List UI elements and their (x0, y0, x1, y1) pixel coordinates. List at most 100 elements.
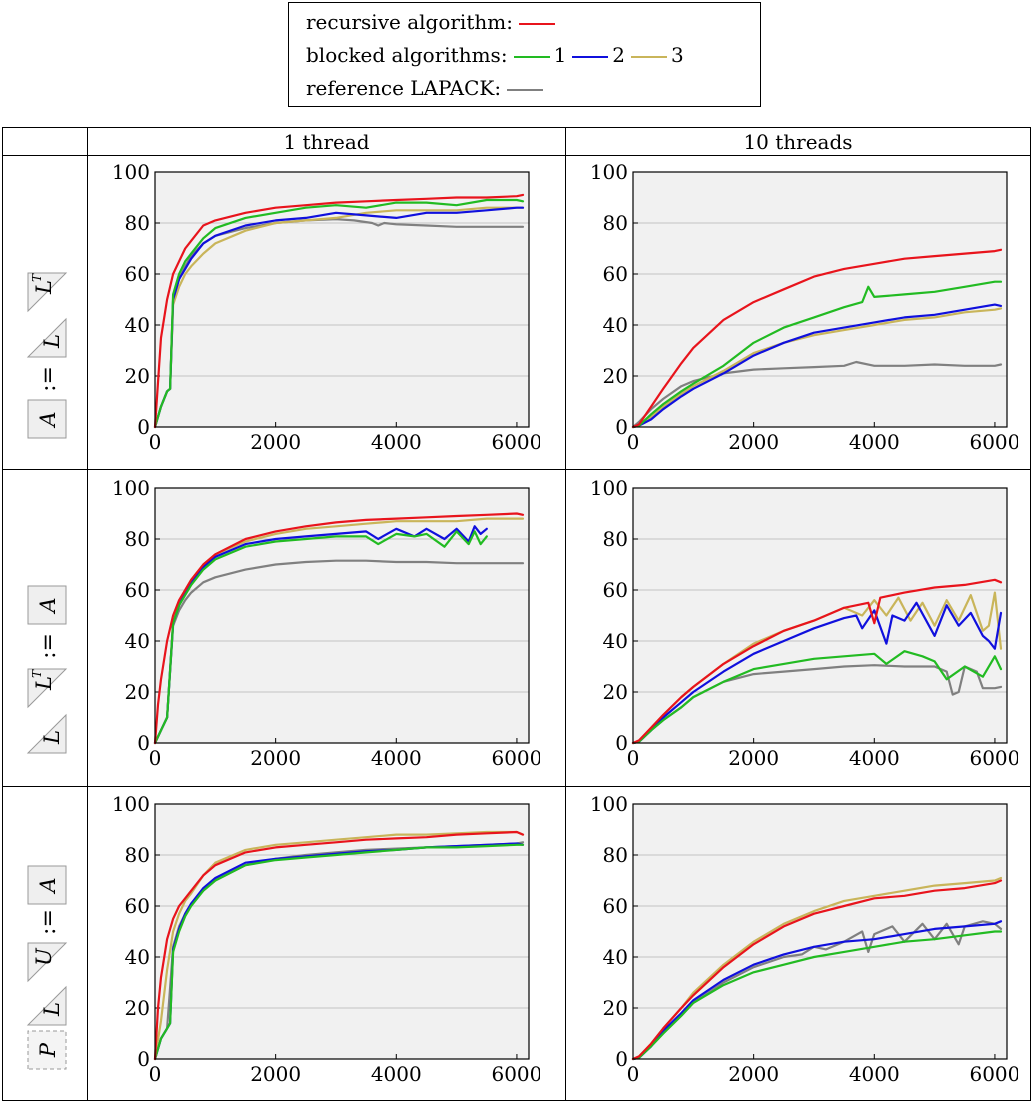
legend-swatch-blocked-1 (513, 55, 550, 58)
chart-row2-10-threads: 0 20 40 60 80 100 0 2000 4000 6000 (590, 476, 1018, 770)
y-tick-label-40: 40 (603, 945, 628, 969)
y-tick-label-0: 0 (615, 1047, 628, 1071)
series-line-recursive (153, 512, 525, 745)
table-divider-row1 (3, 469, 1030, 470)
plot-frame (154, 487, 530, 744)
series-line-blocked-1 (631, 930, 1003, 1061)
x-tick-label-0: 0 (627, 746, 640, 770)
series-line-recursive (631, 248, 1003, 429)
x-tick-label-2000: 2000 (250, 746, 301, 770)
matrix-shape-lower-triangle (26, 317, 67, 358)
series-line-recursive (153, 830, 525, 1061)
y-tick-label-80: 80 (603, 211, 628, 235)
y-tick-label-60: 60 (125, 578, 150, 602)
x-tick-label-4000: 4000 (849, 746, 900, 770)
matrix-shape-upper-triangle (27, 942, 68, 983)
legend-swatch-blocked-3 (631, 55, 668, 58)
chart-row2-1-thread: 0 20 40 60 80 100 0 2000 4000 6000 (112, 476, 540, 770)
y-tick-label-0: 0 (137, 1047, 150, 1071)
plot-area (633, 488, 1007, 743)
table-divider-row2 (3, 786, 1030, 787)
series-line-recursive (631, 879, 1003, 1061)
y-tick-label-60: 60 (125, 262, 150, 286)
legend-row-reference: reference LAPACK: (306, 73, 547, 103)
matrix-box-full (27, 399, 67, 439)
matrix-shape-lower-triangle (26, 713, 67, 754)
x-tick-label-0: 0 (627, 1062, 640, 1086)
series-line-blocked-1 (631, 280, 1003, 429)
x-tick-label-4000: 4000 (849, 1062, 900, 1086)
series-line-blocked-1 (153, 198, 525, 429)
y-tick-label-20: 20 (125, 680, 150, 704)
row3-symbol-U: U (32, 947, 56, 966)
legend-variant-2: 2 (612, 43, 626, 67)
table-divider-label-col (87, 128, 88, 1100)
legend-swatch-blocked-2 (572, 55, 609, 58)
x-tick-label-4000: 4000 (371, 430, 422, 454)
legend-row-recursive: recursive algorithm: (306, 7, 559, 37)
row2-symbol-A: A (36, 597, 60, 614)
y-tick-label-100: 100 (112, 792, 150, 816)
chart-row1-10-threads: 0 20 40 60 80 100 0 2000 4000 6000 (590, 160, 1018, 454)
y-tick-label-80: 80 (125, 527, 150, 551)
plot-area (155, 172, 529, 427)
y-tick-label-100: 100 (590, 160, 628, 184)
legend-swatch-reference (507, 88, 544, 91)
x-tick-label-6000: 6000 (969, 1062, 1018, 1086)
series-line-blocked-2 (631, 601, 1003, 745)
legend-variant-1: 1 (553, 43, 567, 67)
plot-area (633, 804, 1007, 1059)
x-tick-label-2000: 2000 (250, 1062, 301, 1086)
x-tick-label-6000: 6000 (969, 430, 1018, 454)
legend-variant-3: 3 (671, 43, 684, 67)
row-label-cholesky-lower: A := L L T (26, 272, 68, 439)
row-label-lu-factorization: P L U := A (26, 865, 68, 1070)
y-tick-label-20: 20 (125, 996, 150, 1020)
matrix-box-full (27, 865, 67, 905)
x-tick-label-6000: 6000 (969, 746, 1018, 770)
y-tick-label-40: 40 (125, 629, 150, 653)
series-line-blocked-2 (631, 303, 1003, 429)
y-tick-label-20: 20 (603, 680, 628, 704)
x-tick-label-2000: 2000 (728, 1062, 779, 1086)
series-line-recursive (631, 578, 1003, 745)
plot-area (155, 488, 529, 743)
row1-symbol-LT: L (32, 280, 56, 295)
results-table: 1 thread 10 threads A := L L T L L T := … (2, 127, 1031, 1101)
x-tick-label-4000: 4000 (371, 746, 422, 770)
y-tick-label-80: 80 (125, 211, 150, 235)
row3-symbol-P: P (36, 1042, 60, 1058)
x-tick-label-2000: 2000 (728, 746, 779, 770)
chart-row1-1-thread: 0 20 40 60 80 100 0 2000 4000 6000 (112, 160, 540, 454)
matrix-box-permutation (27, 1030, 67, 1070)
column-header-1-thread: 1 thread (283, 130, 370, 154)
column-header-10-threads: 10 threads (743, 130, 853, 154)
legend-row-blocked: blocked algorithms: 1 2 3 (306, 40, 684, 70)
series-line-blocked-2 (631, 920, 1003, 1061)
y-tick-label-0: 0 (615, 731, 628, 755)
y-tick-label-20: 20 (603, 364, 628, 388)
plot-frame (154, 171, 530, 428)
legend-label-blocked: blocked algorithms: (306, 43, 508, 67)
series-line-blocked-3 (153, 830, 525, 1061)
y-tick-label-0: 0 (137, 415, 150, 439)
plot-frame (632, 171, 1008, 428)
y-tick-label-0: 0 (137, 731, 150, 755)
legend-label-recursive: recursive algorithm: (306, 10, 513, 34)
y-tick-label-60: 60 (603, 578, 628, 602)
row2-assign: := (36, 633, 61, 659)
row3-assign: := (36, 909, 61, 935)
row2-symbol-LT: L (32, 676, 56, 691)
x-tick-label-6000: 6000 (491, 1062, 540, 1086)
y-tick-label-20: 20 (125, 364, 150, 388)
matrix-box-full (27, 585, 67, 625)
x-tick-label-2000: 2000 (728, 430, 779, 454)
row1-symbol-A: A (36, 411, 60, 428)
y-tick-label-20: 20 (603, 996, 628, 1020)
y-tick-label-60: 60 (603, 894, 628, 918)
y-tick-label-60: 60 (603, 262, 628, 286)
row3-symbol-L: L (40, 1002, 64, 1017)
legend-label-reference: reference LAPACK: (306, 76, 502, 100)
matrix-shape-upper-triangle (27, 272, 68, 313)
plot-frame (632, 487, 1008, 744)
